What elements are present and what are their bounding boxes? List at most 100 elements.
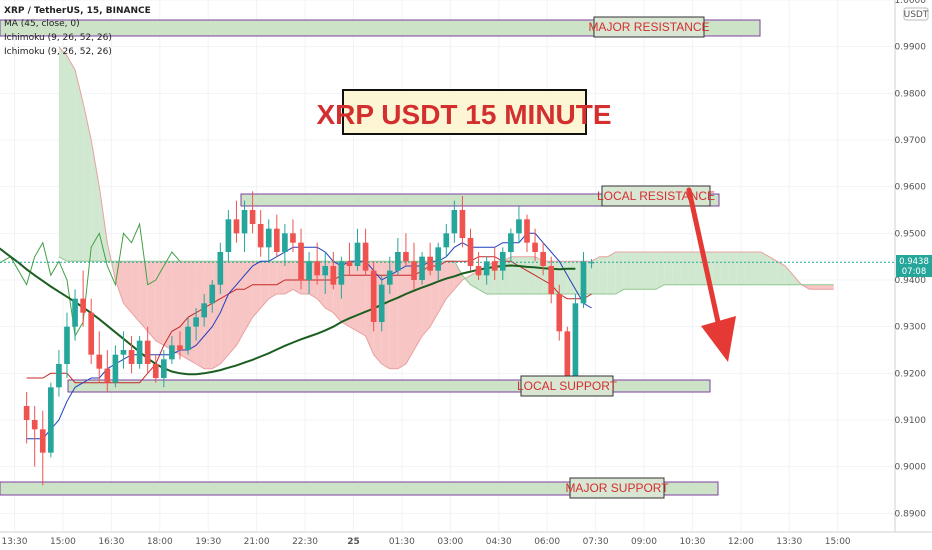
x-tick-label: 15:00 [825,537,851,547]
candle-body [104,368,111,383]
candle [209,280,216,313]
cloud-segment [752,252,762,285]
cloud-segment [139,261,148,332]
local-resistance-box[interactable] [240,193,720,207]
cloud-segment [349,261,358,332]
candle [193,308,199,341]
candle-body [31,420,38,430]
candle-body [483,261,490,276]
candle [64,312,70,378]
cloud-segment [785,266,794,285]
major-support-box[interactable] [0,481,719,496]
cloud-segment [809,284,818,290]
cloud-segment [607,252,616,294]
candle [508,228,514,262]
cloud-segment [91,140,100,262]
candle-body [516,219,522,234]
currency-label: USDT [904,10,929,20]
candle [298,228,304,290]
candle [104,350,111,392]
candle [128,336,135,374]
candle [80,270,86,327]
candle-body [39,429,46,453]
candle-body [298,242,304,280]
x-tick-label: 18:00 [147,537,173,547]
x-tick-label: 07:30 [583,537,609,547]
candle-body [499,252,506,271]
x-tick-label: 21:00 [244,537,270,547]
candle-body [524,219,530,243]
legend-ichimoku-1: Ichimoku (9, 26, 52, 26) [4,33,112,43]
candle [419,252,425,285]
cloud-segment [405,261,415,364]
x-tick-label: 19:30 [195,537,221,547]
candle-body [265,228,272,248]
candle [31,406,38,467]
major-resistance-box[interactable] [0,19,761,37]
candle-body [378,284,385,322]
candle [136,336,143,369]
candle [499,247,506,280]
cloud-segment [147,261,156,341]
candle [548,256,555,304]
candle-body [443,233,450,248]
candle [467,228,474,271]
y-tick-label: 0.8900 [895,509,927,519]
candle [217,242,224,294]
candle [483,256,490,285]
local-support-label-box [520,375,614,397]
x-tick-label: 06:00 [534,537,560,547]
candle-body [427,256,433,271]
cloud-segment [526,256,536,294]
y-tick-label: 0.9800 [895,89,927,99]
candle [588,259,595,269]
candle-body [338,261,345,285]
candle-body [152,364,159,378]
cloud-segment [430,261,439,327]
candle [370,261,377,332]
price-axis[interactable]: 1.0000 0.9900 0.9800 0.9700 0.9600 0.9500 0.94… [894,0,932,532]
cloud-segment [744,252,753,285]
cloud-segment [196,261,205,369]
candle [257,210,264,257]
cloud-segment [672,252,681,285]
y-tick-label: 0.9300 [895,323,927,333]
candle [330,252,337,290]
candle [556,284,563,341]
time-axis[interactable]: 13:30 15:00 16:30 18:00 19:30 21:00 22:30 25 01:… [0,531,932,550]
candle [241,200,248,252]
cloud-segment [357,261,366,336]
candle-body [564,331,571,383]
candle-body [346,261,353,266]
legend-ichimoku-2: Ichimoku (9, 26, 52, 26) [4,47,112,57]
x-tick-label: 22:30 [292,537,318,547]
cloud-segment [728,252,737,285]
y-tick-label: 0.9200 [895,369,927,379]
local-resistance-label-box [601,185,711,207]
y-tick-label: 0.9000 [895,463,927,473]
cloud-segment [220,261,229,364]
candle [314,242,320,285]
major-resistance-label: MAJOR RESISTANCE [588,20,709,34]
candle-body [556,294,563,332]
candle-body [128,350,135,364]
candle-body [532,242,538,252]
candle-body [580,261,587,304]
candle [475,252,482,280]
candle [88,298,95,364]
y-tick-label: 0.9700 [895,136,927,146]
candle [491,247,498,280]
cloud-segment [389,261,398,369]
cloud-segment [736,252,745,285]
candle [233,200,240,243]
cloud-segment [123,261,132,313]
x-tick-label: 03:00 [437,537,463,547]
candle [451,200,458,243]
candle [378,275,385,332]
candle-body [306,261,312,280]
cloud-segment [680,252,689,285]
candle-body [201,303,208,318]
currency-badge [903,7,929,21]
